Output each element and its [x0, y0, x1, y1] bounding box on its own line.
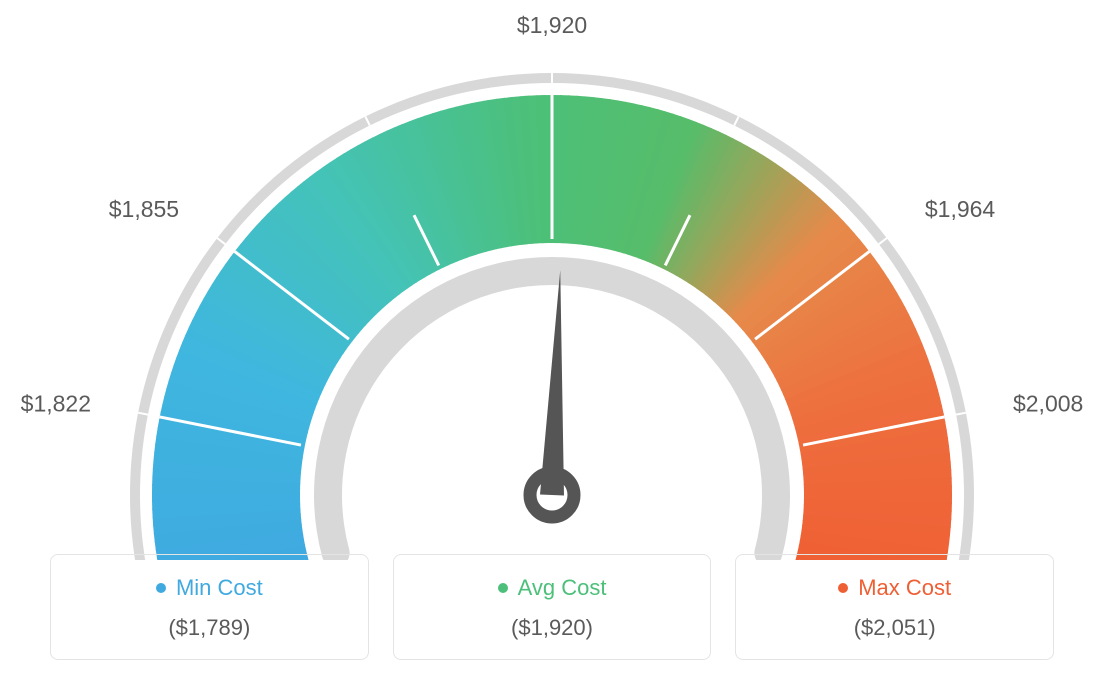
gauge-svg: $1,789$1,822$1,855$1,920$1,964$2,008$2,0… [0, 0, 1104, 560]
legend-title: Min Cost [156, 575, 263, 601]
legend-label: Min Cost [176, 575, 263, 601]
legend-value: ($1,789) [61, 615, 358, 641]
legend-title: Avg Cost [498, 575, 607, 601]
legend-card-avg-cost: Avg Cost ($1,920) [393, 554, 712, 660]
legend-card-max-cost: Max Cost ($2,051) [735, 554, 1054, 660]
legend-dot-icon [838, 583, 848, 593]
legend-title: Max Cost [838, 575, 951, 601]
legend-label: Max Cost [858, 575, 951, 601]
cost-gauge-chart: $1,789$1,822$1,855$1,920$1,964$2,008$2,0… [0, 0, 1104, 690]
legend-row: Min Cost ($1,789) Avg Cost ($1,920) Max Cost… [50, 554, 1054, 660]
legend-dot-icon [498, 583, 508, 593]
legend-value: ($2,051) [746, 615, 1043, 641]
gauge-needle [540, 270, 564, 495]
legend-card-min-cost: Min Cost ($1,789) [50, 554, 369, 660]
gauge-tick-label: $1,822 [21, 390, 91, 416]
legend-dot-icon [156, 583, 166, 593]
gauge-tick-label: $2,008 [1013, 390, 1083, 416]
gauge-tick-label: $1,920 [517, 12, 587, 38]
gauge-tick-label: $1,855 [109, 196, 179, 222]
legend-value: ($1,920) [404, 615, 701, 641]
gauge-tick-label: $1,964 [925, 196, 996, 222]
legend-label: Avg Cost [518, 575, 607, 601]
gauge-area: $1,789$1,822$1,855$1,920$1,964$2,008$2,0… [0, 0, 1104, 560]
